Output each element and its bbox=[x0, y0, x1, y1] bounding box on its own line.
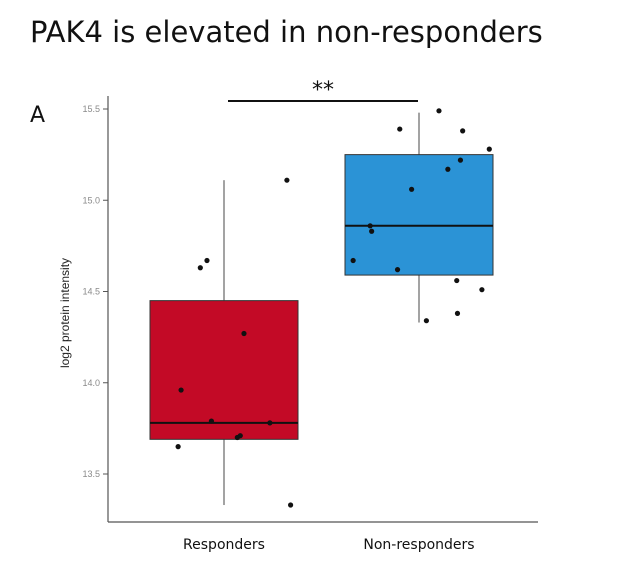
data-point bbox=[457, 157, 464, 163]
data-point bbox=[486, 146, 492, 152]
y-tick-label: 15.0 bbox=[82, 195, 100, 205]
data-point bbox=[460, 128, 466, 134]
data-point bbox=[445, 166, 451, 172]
data-point bbox=[175, 444, 181, 450]
plot-area bbox=[149, 108, 494, 508]
x-axis-categories: Responders Non-responders bbox=[183, 537, 475, 553]
y-tick-label: 14.0 bbox=[82, 378, 100, 388]
chart-title: PAK4 is elevated in non-responders bbox=[30, 15, 543, 49]
y-tick-label: 13.5 bbox=[82, 469, 100, 479]
data-point bbox=[397, 126, 403, 132]
y-tick-label: 15.5 bbox=[82, 104, 100, 114]
data-point bbox=[237, 433, 243, 439]
data-point bbox=[197, 265, 203, 271]
data-point bbox=[350, 257, 356, 264]
data-point bbox=[479, 287, 485, 293]
data-point bbox=[454, 310, 461, 316]
y-axis-ticks: 13.5 14.0 14.5 15.0 15.5 bbox=[82, 104, 108, 479]
data-point bbox=[423, 318, 429, 324]
box-responders bbox=[149, 300, 299, 440]
data-point bbox=[454, 277, 460, 284]
data-point bbox=[436, 108, 442, 114]
data-point bbox=[284, 177, 290, 183]
y-tick-label: 14.5 bbox=[82, 287, 100, 297]
x-category-label: Responders bbox=[183, 537, 265, 553]
y-axis-label: log2 protein intensity bbox=[58, 258, 72, 368]
box-non-responders bbox=[344, 154, 494, 276]
data-point bbox=[267, 420, 273, 426]
data-point bbox=[369, 228, 375, 234]
data-point bbox=[178, 387, 184, 393]
significance-marker: ** bbox=[312, 78, 334, 103]
data-point bbox=[409, 186, 415, 192]
x-category-label: Non-responders bbox=[363, 537, 474, 553]
data-point bbox=[288, 502, 294, 508]
data-point bbox=[204, 257, 210, 264]
data-point bbox=[208, 418, 215, 424]
panel-label: A bbox=[30, 103, 45, 128]
data-point bbox=[241, 330, 247, 337]
data-point bbox=[394, 267, 401, 273]
data-point bbox=[367, 223, 373, 229]
